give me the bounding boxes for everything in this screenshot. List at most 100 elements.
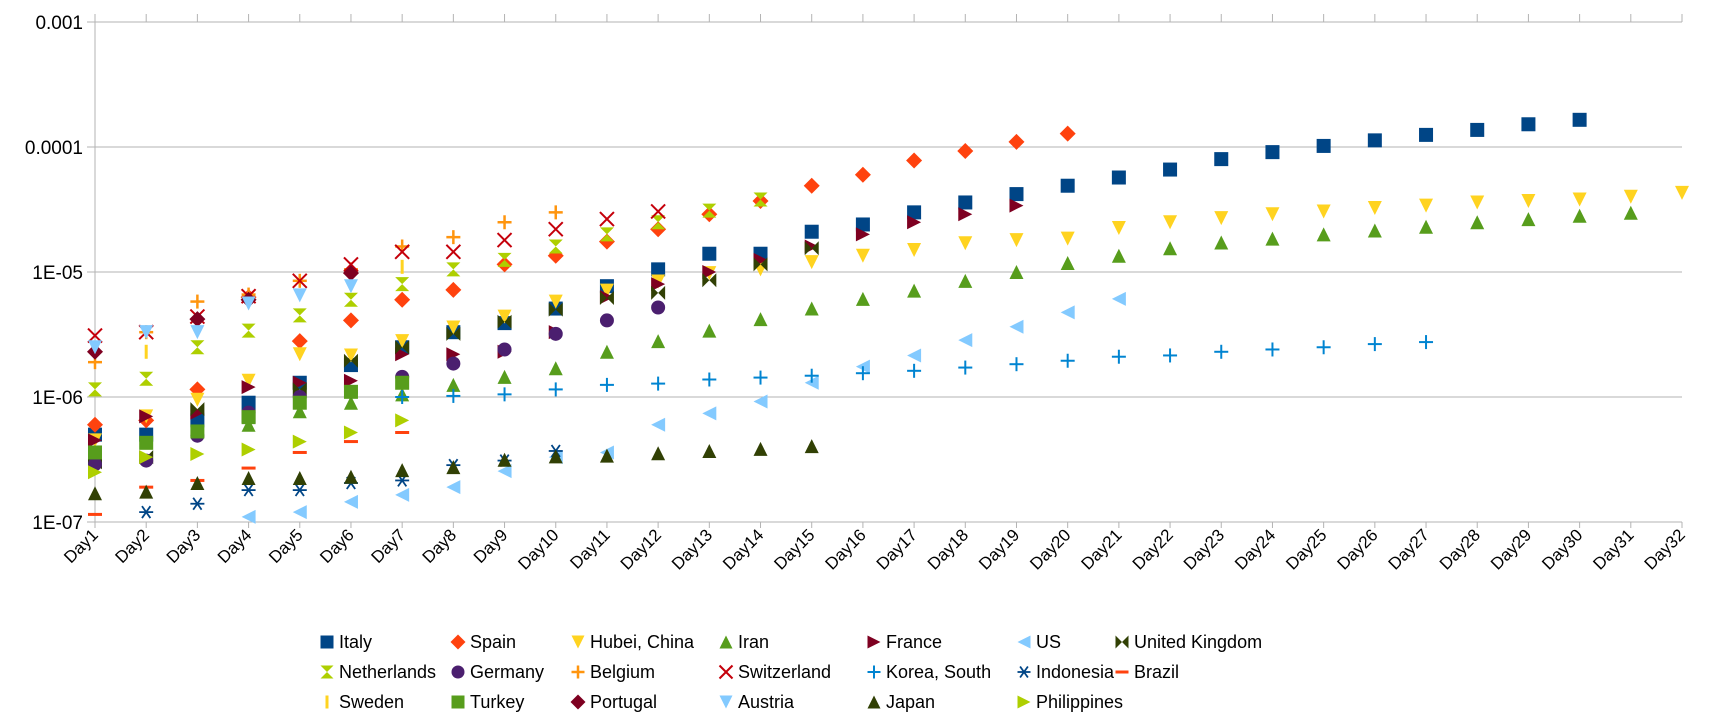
legend-item: France	[867, 632, 942, 652]
data-point	[1623, 205, 1638, 220]
x-tick-label: Day7	[367, 525, 408, 566]
legend-label: Philippines	[1036, 692, 1123, 712]
legend-label: Brazil	[1134, 662, 1179, 682]
data-point	[241, 470, 256, 485]
data-point	[1316, 227, 1331, 242]
data-point	[599, 344, 614, 359]
data-point	[753, 441, 768, 456]
x-tick-label: Day2	[112, 525, 153, 566]
data-point	[292, 450, 307, 454]
legend-label: Sweden	[339, 692, 404, 712]
data-point	[292, 308, 307, 323]
data-point	[1470, 122, 1485, 137]
data-point	[1521, 193, 1536, 208]
legend-marker	[571, 635, 585, 649]
data-point	[395, 390, 410, 404]
legend-marker	[325, 695, 329, 709]
data-point	[1623, 189, 1638, 204]
legend-item: Brazil	[1115, 662, 1179, 682]
x-tick-label: Day29	[1487, 525, 1535, 573]
x-tick-label: Day20	[1026, 525, 1074, 573]
data-point	[395, 463, 410, 478]
data-point	[88, 512, 102, 516]
data-point	[241, 296, 256, 311]
y-tick-label: 0.001	[35, 13, 83, 34]
data-point	[548, 205, 563, 220]
x-tick-label: Day5	[265, 525, 306, 566]
data-point	[1163, 241, 1178, 256]
series-italy	[88, 112, 1587, 442]
data-point	[139, 450, 154, 465]
legend-marker	[718, 664, 734, 680]
legend-label: Spain	[470, 632, 516, 652]
data-point	[1060, 256, 1075, 271]
legend: Italy Spain Hubei, China Iran France US United…	[320, 632, 1262, 712]
data-point	[702, 406, 717, 421]
data-point	[343, 425, 358, 440]
data-point	[497, 464, 512, 479]
series-switzerland	[87, 203, 666, 344]
legend-marker	[1115, 670, 1129, 674]
legend-marker	[1017, 635, 1031, 649]
legend-item: Belgium	[571, 662, 655, 682]
data-point	[1419, 219, 1434, 234]
x-tick-label: Day13	[668, 525, 716, 573]
data-point	[1060, 305, 1075, 320]
data-point	[1009, 319, 1024, 334]
x-tick-label: Day11	[566, 525, 613, 572]
data-point	[907, 205, 922, 220]
data-point	[804, 368, 819, 383]
data-point	[343, 494, 358, 509]
data-point	[343, 440, 358, 444]
legend-label: Italy	[339, 632, 372, 652]
data-point	[1675, 185, 1689, 200]
x-tick-label: Day30	[1538, 525, 1586, 573]
data-point	[599, 211, 615, 227]
data-point	[497, 342, 512, 357]
data-point	[702, 372, 717, 387]
data-point	[292, 470, 307, 485]
data-point	[651, 334, 666, 349]
data-point	[548, 382, 563, 397]
data-point	[804, 224, 819, 239]
data-point	[599, 290, 614, 305]
legend-label: France	[886, 632, 942, 652]
data-point	[651, 417, 666, 432]
data-point	[292, 404, 307, 419]
data-point	[190, 294, 205, 309]
data-point	[497, 309, 512, 324]
data-point	[650, 203, 666, 220]
legend-label: Portugal	[590, 692, 657, 712]
data-point	[445, 281, 462, 298]
legend-marker	[867, 695, 881, 709]
legend-label: Netherlands	[339, 662, 436, 682]
data-point	[907, 363, 922, 378]
data-point	[651, 262, 666, 277]
series-korea-south	[395, 335, 1434, 404]
data-point	[803, 177, 820, 194]
data-point	[753, 394, 768, 409]
data-point	[854, 166, 871, 183]
data-point	[241, 395, 256, 410]
data-point	[241, 380, 256, 395]
data-point	[1111, 170, 1126, 185]
legend-item: Korea, South	[867, 662, 991, 682]
data-point	[343, 256, 359, 273]
data-point	[1419, 198, 1434, 213]
data-point	[1521, 117, 1536, 132]
legend-label: Turkey	[470, 692, 524, 712]
data-point	[1265, 342, 1280, 357]
data-point	[395, 413, 410, 428]
series-france	[88, 198, 1024, 448]
data-point	[1111, 220, 1126, 235]
data-point	[190, 325, 205, 340]
data-point	[497, 314, 512, 329]
data-point	[1060, 353, 1075, 368]
y-axis-tick-labels: 0.001 0.0001 1E-05 1E-06 1E-07	[25, 13, 83, 534]
legend-marker	[719, 695, 733, 709]
data-point	[190, 424, 205, 439]
x-tick-label: Day21	[1078, 525, 1126, 573]
data-point	[702, 443, 717, 458]
legend-item: Germany	[451, 662, 544, 682]
legend-item: Netherlands	[320, 662, 436, 682]
